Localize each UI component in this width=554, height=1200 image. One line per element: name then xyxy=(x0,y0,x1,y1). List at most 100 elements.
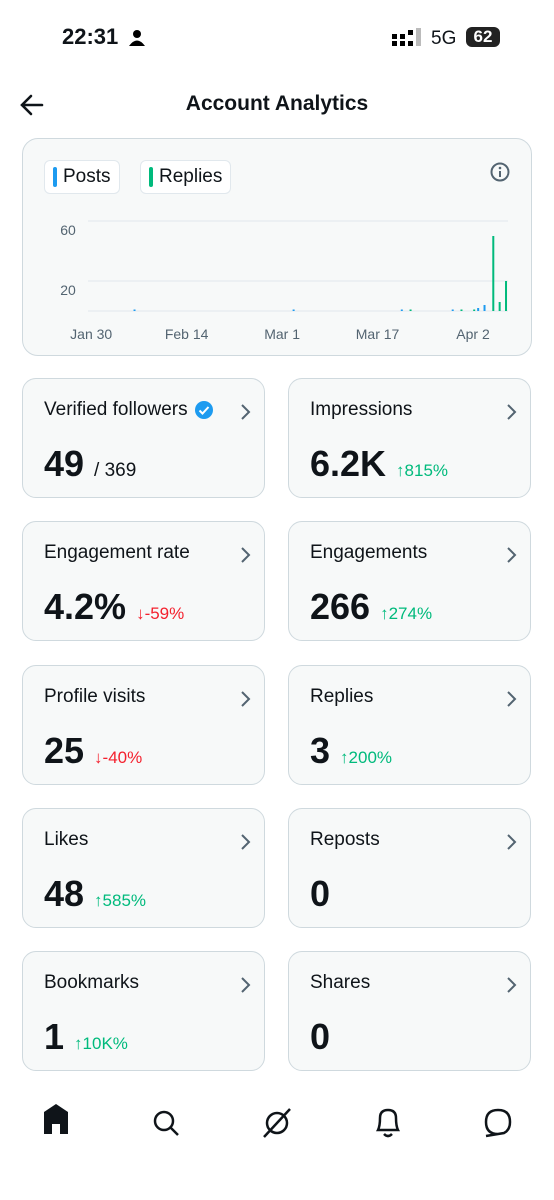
metric-card[interactable]: Engagements 266 ↑274% xyxy=(288,521,531,642)
card-value-row: 4.2% ↓-59% xyxy=(44,586,184,628)
header-title: Account Analytics xyxy=(185,92,369,115)
y-tick-label: 20 xyxy=(60,282,76,298)
nav-grok[interactable] xyxy=(263,1108,291,1138)
legend-label: Posts xyxy=(63,166,111,187)
bar xyxy=(477,308,480,311)
card-value: 49 xyxy=(44,443,85,484)
card-label-row: Impressions xyxy=(310,399,412,421)
battery: 62 xyxy=(466,27,500,47)
card-label: Replies xyxy=(310,685,374,707)
back-button[interactable] xyxy=(18,92,44,118)
nav-home[interactable] xyxy=(44,1104,68,1134)
card-label: Bookmarks xyxy=(44,972,140,994)
card-label-row: Verified followers xyxy=(44,399,214,421)
card-value-row: 266 ↑274% xyxy=(310,586,432,628)
card-value-row: 25 ↓-40% xyxy=(44,730,142,772)
card-value-row: 49 / 369 xyxy=(44,443,136,485)
card-label-row: Likes xyxy=(44,829,88,851)
card-change: ↓-40% xyxy=(94,747,143,767)
bar xyxy=(498,302,501,311)
y-tick-label: 60 xyxy=(60,222,76,238)
network: 5G xyxy=(431,28,457,49)
card-change: ↓-59% xyxy=(136,604,185,624)
nav-notifications[interactable] xyxy=(375,1108,401,1138)
metric-card[interactable]: Likes 48 ↑585% xyxy=(22,807,265,928)
card-value: 1 xyxy=(44,1016,65,1058)
user-icon xyxy=(129,30,145,46)
bar xyxy=(133,309,136,311)
bar xyxy=(400,309,403,311)
legend-item: Posts xyxy=(44,160,120,194)
card-label-row: Engagements xyxy=(310,542,427,564)
card-label-row: Replies xyxy=(310,686,373,708)
card-value-row: 3 ↑200% xyxy=(310,730,392,772)
bar xyxy=(492,236,495,311)
bar xyxy=(460,309,463,311)
x-tick-label: Mar 1 xyxy=(264,326,300,342)
metric-card[interactable]: Engagement rate 4.2% ↓-59% xyxy=(22,521,265,642)
status-time: 22:31 xyxy=(62,24,119,49)
chevron xyxy=(507,834,517,850)
card-label-row: Reposts xyxy=(310,829,380,851)
card-value: 25 xyxy=(44,729,85,771)
card-value: 48 xyxy=(44,872,85,914)
chevron xyxy=(507,547,517,564)
verified-badge xyxy=(194,401,213,419)
x-tick-label: Jan 30 xyxy=(70,326,112,342)
card-label: Likes xyxy=(44,828,89,850)
card-value: 3 xyxy=(310,729,331,771)
legend-item: Replies xyxy=(140,160,232,194)
card-label-row: Profile visits xyxy=(44,686,145,708)
metric-card[interactable]: Bookmarks 1 ↑10K% xyxy=(22,951,265,1072)
chevron xyxy=(241,690,251,707)
signal-icon xyxy=(392,28,421,46)
card-value-row: 48 ↑585% xyxy=(44,873,146,915)
card-label-row: Shares xyxy=(310,972,370,994)
metric-card[interactable]: Shares 0 xyxy=(288,951,531,1072)
card-label: Verified followers xyxy=(44,399,188,420)
card-label: Impressions xyxy=(310,399,413,420)
metric-card[interactable]: Reposts 0 xyxy=(288,807,531,928)
card-value: 4.2% xyxy=(44,586,127,628)
legend-swatch xyxy=(149,167,153,187)
card-value: 0 xyxy=(310,1016,331,1058)
bar xyxy=(483,305,486,311)
info-icon[interactable] xyxy=(489,161,511,183)
card-label-row: Bookmarks xyxy=(44,972,139,994)
chart: 20 60 Jan 30 Feb 14 Mar 1 Mar 17 Apr 2 xyxy=(60,220,508,342)
metric-card[interactable]: Verified followers 49 / 369 xyxy=(22,378,265,498)
card-value-row: 6.2K ↑815% xyxy=(310,443,448,485)
card-value: 0 xyxy=(310,872,331,914)
card-change: ↑274% xyxy=(380,604,433,624)
card-label: Engagement rate xyxy=(44,542,190,564)
metric-card[interactable]: Profile visits 25 ↓-40% xyxy=(22,664,265,785)
card-value: 6.2K xyxy=(310,443,387,484)
bar xyxy=(409,309,412,311)
chevron xyxy=(241,834,251,850)
card-total: / 369 xyxy=(94,460,137,481)
bottom-nav xyxy=(44,1104,512,1138)
card-change: ↑200% xyxy=(340,747,393,767)
legend-swatch xyxy=(53,167,57,187)
card-label: Reposts xyxy=(310,828,380,850)
nav-messages[interactable] xyxy=(484,1108,512,1138)
card-change: ↑10K% xyxy=(74,1034,128,1054)
card-value-row: 1 ↑10K% xyxy=(44,1016,128,1058)
bar xyxy=(451,309,454,311)
chevron xyxy=(507,977,517,993)
nav-search[interactable] xyxy=(153,1110,179,1136)
card-label: Profile visits xyxy=(44,685,146,707)
metric-card[interactable]: Impressions 6.2K ↑815% xyxy=(288,378,531,498)
metric-card[interactable]: Replies 3 ↑200% xyxy=(288,664,531,785)
bar xyxy=(292,309,295,311)
chevron xyxy=(507,404,517,420)
card-label-row: Engagement rate xyxy=(44,542,190,564)
card-value: 266 xyxy=(310,586,371,628)
chevron xyxy=(241,404,251,420)
x-tick-label: Apr 2 xyxy=(456,326,490,342)
chevron xyxy=(241,547,251,564)
legend-label: Replies xyxy=(159,166,223,187)
card-value-row: 0 xyxy=(310,873,330,915)
chevron xyxy=(241,977,251,993)
